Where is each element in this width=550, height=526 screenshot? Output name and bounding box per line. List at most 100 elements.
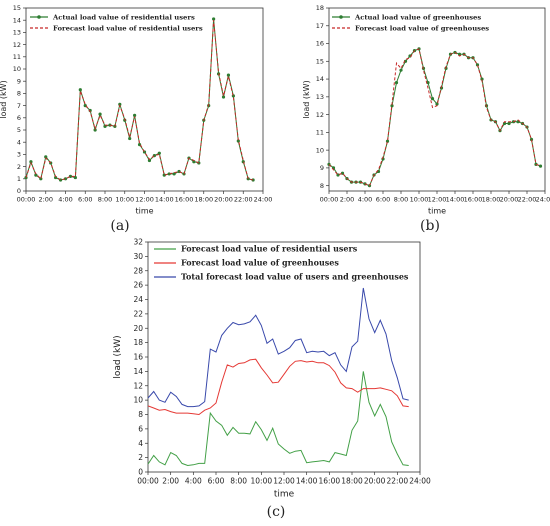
x-tick-label: 16:00 (175, 196, 194, 204)
x-tick-label: 2:00 (340, 196, 355, 204)
series-line-1 (328, 48, 541, 187)
data-point (236, 139, 240, 143)
series-line-2 (328, 48, 541, 187)
y-tick-label: 12 (13, 41, 21, 49)
y-tick-label: 14 (133, 367, 143, 376)
y-tick-label: 0 (17, 187, 21, 195)
data-point (226, 73, 231, 77)
y-tick-label: 12 (316, 111, 324, 119)
x-tick-label: 00:00 (320, 196, 339, 204)
y-axis-label: load (kW) (113, 335, 123, 378)
legend-label: Actual load value of residential users (52, 13, 195, 21)
data-point (44, 155, 48, 159)
y-tick-label: 16 (316, 40, 324, 48)
y-tick-label: 17 (316, 22, 324, 30)
data-point (507, 121, 511, 126)
x-tick-label: 6:00 (376, 196, 391, 204)
data-point (385, 139, 390, 143)
data-point (538, 164, 543, 168)
x-tick-label: 00:00 (137, 477, 159, 486)
data-point (475, 63, 480, 67)
x-tick-label: 2:00 (162, 477, 179, 486)
y-tick-label: 30 (133, 252, 143, 261)
data-point (29, 160, 33, 164)
x-tick-label: 18:00 (482, 196, 501, 204)
data-point (430, 97, 435, 101)
y-tick-label: 8 (17, 90, 21, 98)
chart-b: 8 9 10 11 12 13 14 15 16 17 18 00:00 2:00 4:00 6:00 8:0… (302, 4, 550, 234)
x-tick-label: 14:00 (296, 477, 318, 486)
x-tick-label: 8:00 (98, 196, 113, 204)
x-axis-label: time (274, 490, 295, 500)
y-tick-label: 2 (17, 163, 21, 171)
legend-marker (37, 15, 41, 19)
y-tick-label: 10 (316, 146, 324, 154)
plot-frame (328, 7, 546, 192)
x-tick-label: 12:00 (428, 196, 447, 204)
data-point (529, 137, 534, 142)
y-axis-label: load (kW) (302, 80, 311, 118)
x-tick-label: 16:00 (464, 196, 483, 204)
data-point (78, 88, 82, 92)
y-tick-label: 8 (138, 410, 143, 419)
x-tick-label: 10:00 (251, 477, 273, 486)
series-line-3 (147, 287, 409, 408)
data-point (435, 102, 439, 106)
y-tick-label: 15 (316, 57, 324, 65)
y-tick-label: 18 (316, 4, 324, 12)
panel-label: (a) (110, 218, 129, 234)
y-tick-label: 20 (133, 324, 143, 333)
x-tick-label: 8:00 (230, 477, 247, 486)
legend-label: Forecast load value of residential users (53, 24, 203, 32)
series-line-2 (25, 20, 254, 181)
data-point (98, 112, 102, 116)
data-point (390, 104, 394, 108)
y-axis-label: load (kW) (0, 80, 8, 118)
y-tick-label: 8 (320, 182, 324, 190)
x-tick-label: 24:00 (536, 196, 550, 204)
series-line-2 (147, 358, 409, 416)
x-tick-label: 4:00 (185, 477, 202, 486)
data-point (167, 172, 171, 176)
y-tick-label: 6 (17, 114, 21, 122)
data-point (394, 81, 399, 85)
y-tick-label: 4 (138, 439, 143, 448)
data-point (480, 77, 484, 81)
x-tick-label: 10:00 (115, 196, 134, 204)
data-point (147, 158, 152, 163)
x-tick-label: 10:00 (410, 196, 429, 204)
y-tick-label: 32 (133, 238, 143, 247)
y-tick-label: 9 (320, 164, 324, 172)
y-tick-label: 11 (316, 129, 324, 137)
data-point (221, 95, 226, 99)
x-tick-label: 4:00 (358, 196, 373, 204)
data-point (399, 68, 403, 72)
series-line-1 (147, 371, 409, 467)
panel-c: 0 2 4 6 8 10 12 14 16 18 20 22 24 26 28 30 32 00:00 2:00 4:… (90, 236, 460, 522)
x-tick-label: 24:00 (409, 477, 431, 486)
data-point (128, 136, 132, 141)
x-tick-label: 20:00 (214, 196, 233, 204)
x-tick-label: 2:00 (38, 196, 53, 204)
legend-label: Total forecast load value of users and g… (181, 272, 409, 282)
panel-b: 8 9 10 11 12 13 14 15 16 17 18 00:00 2:00 4:00 6:00 8:0… (275, 0, 550, 240)
data-point (157, 151, 161, 155)
x-tick-label: 12:00 (273, 477, 295, 486)
x-tick-label: 22:00 (234, 196, 253, 204)
x-tick-label: 24:00 (254, 196, 273, 204)
y-tick-label: 14 (13, 16, 21, 24)
data-point (457, 52, 462, 56)
data-point (192, 160, 196, 164)
y-tick-label: 18 (133, 338, 143, 347)
panel-label: (b) (420, 218, 440, 234)
legend-marker (339, 15, 343, 19)
y-tick-label: 10 (13, 65, 21, 73)
data-point (212, 17, 216, 21)
data-point (63, 177, 68, 181)
panel-label: (c) (267, 504, 286, 520)
x-tick-label: 14:00 (446, 196, 465, 204)
y-tick-label: 13 (13, 29, 21, 37)
x-tick-label: 20:00 (364, 477, 386, 486)
y-tick-label: 1 (17, 175, 21, 183)
